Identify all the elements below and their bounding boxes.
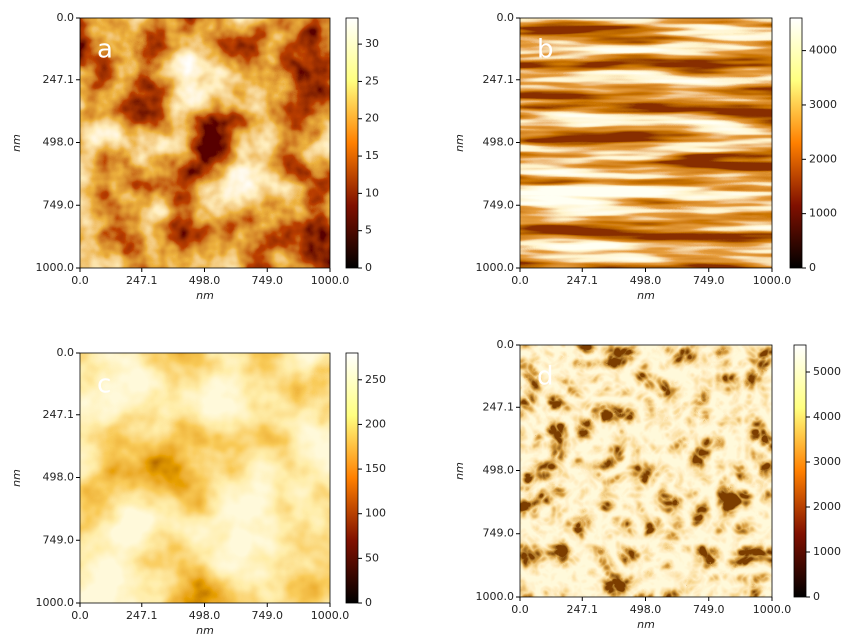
y-tick-label: 1000.0 (476, 590, 515, 603)
y-tick-label: 498.0 (483, 136, 515, 149)
x-axis-label: nm (637, 289, 655, 302)
y-tick-label: 0.0 (497, 11, 515, 24)
afm-image (520, 18, 772, 268)
plot-frame (519, 344, 773, 598)
x-tick-label: 749.0 (693, 274, 725, 287)
x-tick-label: 1000.0 (311, 274, 350, 287)
colorbar-tick-label: 20 (365, 112, 379, 125)
colorbar-tick-label: 30 (365, 37, 379, 50)
y-tick-label: 749.0 (483, 198, 515, 211)
x-tick-label: 749.0 (252, 274, 284, 287)
y-axis-label: nm (453, 134, 466, 152)
x-tick-label: 749.0 (252, 609, 284, 622)
y-tick-label: 749.0 (43, 198, 75, 211)
x-axis-label: nm (637, 618, 655, 631)
x-tick-label: 498.0 (189, 609, 221, 622)
panel-label: b (537, 35, 554, 65)
colorbar-tick-label: 150 (365, 462, 386, 475)
colorbar (789, 17, 803, 269)
colorbar-tick-label: 2000 (809, 152, 837, 165)
colorbar-tick-label: 50 (365, 551, 379, 564)
y-tick-label: 247.1 (483, 73, 515, 86)
y-tick-label: 0.0 (57, 11, 75, 24)
x-tick-label: 247.1 (567, 603, 599, 616)
colorbar-tick-label: 0 (365, 261, 372, 274)
colorbar-tick-label: 4000 (813, 410, 841, 423)
panel-label: d (537, 362, 554, 392)
afm-image (80, 18, 330, 268)
y-axis-label: nm (453, 462, 466, 480)
y-tick-label: 749.0 (43, 533, 75, 546)
colorbar-tick-label: 0 (365, 596, 372, 609)
colorbar-tick-label: 4000 (809, 44, 837, 57)
colorbar-tick-label: 15 (365, 149, 379, 162)
x-tick-label: 1000.0 (753, 603, 792, 616)
x-tick-label: 247.1 (126, 609, 158, 622)
y-tick-label: 749.0 (483, 527, 515, 540)
y-axis-label: nm (10, 469, 23, 487)
colorbar-tick-label: 250 (365, 373, 386, 386)
x-tick-label: 0.0 (71, 609, 89, 622)
y-tick-label: 247.1 (483, 400, 515, 413)
colorbar-tick-label: 1000 (809, 207, 837, 220)
x-tick-label: 247.1 (567, 274, 599, 287)
colorbar (793, 344, 807, 598)
y-tick-label: 0.0 (497, 338, 515, 351)
colorbar-tick-label: 100 (365, 507, 386, 520)
x-tick-label: 498.0 (630, 603, 662, 616)
x-tick-label: 0.0 (511, 603, 529, 616)
colorbar-tick-label: 2000 (813, 500, 841, 513)
y-tick-label: 498.0 (43, 471, 75, 484)
y-tick-label: 498.0 (483, 463, 515, 476)
y-tick-label: 1000.0 (36, 261, 75, 274)
y-tick-label: 1000.0 (36, 596, 75, 609)
colorbar-tick-label: 3000 (809, 98, 837, 111)
x-tick-label: 1000.0 (311, 609, 350, 622)
x-tick-label: 749.0 (693, 603, 725, 616)
afm-image (520, 345, 772, 597)
colorbar-tick-label: 10 (365, 186, 379, 199)
x-axis-label: nm (196, 289, 214, 302)
x-tick-label: 0.0 (511, 274, 529, 287)
colorbar-tick-label: 25 (365, 74, 379, 87)
y-axis-label: nm (10, 134, 23, 152)
x-axis-label: nm (196, 624, 214, 637)
y-tick-label: 247.1 (43, 73, 75, 86)
colorbar-tick-label: 5 (365, 224, 372, 237)
x-tick-label: 1000.0 (753, 274, 792, 287)
colorbar-tick-label: 3000 (813, 455, 841, 468)
colorbar-tick-label: 0 (809, 261, 816, 274)
colorbar-tick-label: 1000 (813, 545, 841, 558)
afm-image (80, 353, 330, 603)
colorbar-tick-label: 200 (365, 417, 386, 430)
y-tick-label: 498.0 (43, 136, 75, 149)
panel-label: a (97, 35, 113, 65)
y-tick-label: 247.1 (43, 408, 75, 421)
y-tick-label: 0.0 (57, 346, 75, 359)
panel-label: c (97, 370, 111, 400)
x-tick-label: 498.0 (189, 274, 221, 287)
colorbar-tick-label: 0 (813, 590, 820, 603)
colorbar (345, 17, 359, 269)
x-tick-label: 498.0 (630, 274, 662, 287)
x-tick-label: 0.0 (71, 274, 89, 287)
x-tick-label: 247.1 (126, 274, 158, 287)
colorbar (345, 352, 359, 604)
y-tick-label: 1000.0 (476, 261, 515, 274)
colorbar-tick-label: 5000 (813, 365, 841, 378)
